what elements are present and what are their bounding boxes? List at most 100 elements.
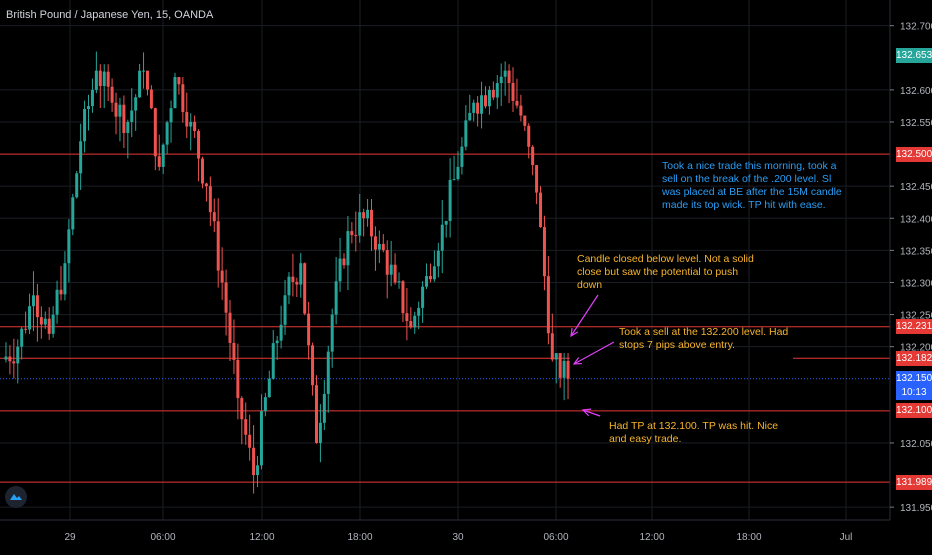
candle-body (507, 70, 511, 83)
candle-body (212, 212, 216, 222)
candle-body (362, 212, 366, 219)
candle-body (208, 186, 212, 213)
time-label: 12:00 (639, 532, 664, 543)
price-tick-label: 131.950 (900, 503, 932, 514)
candle-body (350, 231, 354, 236)
candle-body (102, 71, 106, 87)
candle-body (338, 258, 342, 282)
candle-body (472, 102, 476, 113)
candle-body (236, 359, 240, 399)
price-tag: 132.500 (896, 146, 932, 162)
candle-body (267, 378, 271, 398)
candle-body (381, 243, 385, 251)
price-tag: 132.100 (896, 403, 932, 419)
candle-body (240, 398, 244, 420)
logo-mountain-icon (10, 494, 22, 500)
candle-body (228, 312, 232, 343)
candle-body (491, 89, 495, 98)
candle-body (256, 465, 260, 476)
candle-body (259, 411, 263, 466)
candle-body (546, 276, 550, 334)
candle-body (173, 77, 177, 109)
candle-body (436, 250, 440, 267)
candle-body (409, 321, 413, 328)
time-label: 06:00 (543, 532, 568, 543)
candle-body (287, 276, 291, 296)
candle-body (562, 360, 566, 378)
time-label: Jul (840, 532, 853, 543)
time-label: 06:00 (150, 532, 175, 543)
candle-body (71, 197, 75, 230)
candle-body (421, 286, 425, 308)
candle-body (63, 263, 67, 295)
candle-body (307, 313, 311, 346)
candle-body (224, 282, 228, 313)
candle-body (165, 122, 169, 145)
countdown-tag: 10:13 (896, 385, 932, 401)
candle-body (554, 353, 558, 360)
candle-body (126, 121, 130, 133)
candle-body (456, 166, 460, 180)
candle-body (43, 318, 47, 325)
candle-body (366, 209, 370, 219)
candle-body (161, 144, 165, 167)
candle-body (138, 70, 142, 98)
candle-body (130, 110, 134, 122)
candle-body (177, 77, 181, 85)
candle-body (342, 258, 346, 266)
candle-body (51, 314, 55, 334)
candle-body (377, 243, 381, 250)
annotation-candle-close: Candle closed below level. Not a solid c… (577, 253, 754, 291)
candle-body (531, 146, 535, 166)
candle-body (149, 89, 153, 109)
candle-body (527, 125, 531, 147)
price-tick-label: 132.350 (900, 246, 932, 257)
price-tick-label: 132.050 (900, 439, 932, 450)
candle-body (8, 356, 12, 362)
candle-body (405, 313, 409, 322)
candle-body (83, 108, 87, 142)
candle-body (4, 356, 8, 360)
candle-body (28, 306, 32, 330)
candle-body (440, 224, 444, 251)
candle-body (87, 106, 91, 109)
time-label: 29 (64, 532, 76, 543)
price-tick-label: 132.400 (900, 214, 932, 225)
candle-body (487, 89, 491, 107)
candle-body (216, 221, 220, 271)
annotation-sell-entry: Took a sell at the 132.200 level. Had st… (619, 326, 789, 351)
candle-body (291, 276, 295, 282)
candle-body (142, 70, 146, 72)
candle-body (67, 229, 71, 264)
candle-body (417, 307, 421, 316)
candle-body (558, 353, 562, 378)
price-tick-label: 132.700 (900, 22, 932, 33)
candle-body (185, 112, 189, 127)
price-tick-label: 132.300 (900, 278, 932, 289)
candle-body (480, 95, 484, 114)
candle-body (200, 158, 204, 184)
price-tag: 132.231 (896, 319, 932, 335)
candle-body (389, 264, 393, 275)
candle-body (511, 82, 515, 101)
tradingview-logo[interactable] (5, 486, 27, 508)
candle-body (311, 345, 315, 386)
candle-body (197, 131, 201, 159)
candle-body (114, 102, 118, 117)
price-tick-label: 132.450 (900, 182, 932, 193)
price-tick-label: 132.250 (900, 311, 932, 322)
price-tag: 132.150 (896, 371, 932, 387)
candle-body (550, 333, 554, 360)
candle-body (145, 70, 149, 90)
candle-body (122, 104, 126, 133)
candle-body (279, 324, 283, 341)
candle-body (326, 351, 330, 394)
candle-body (464, 120, 468, 147)
candle-body (428, 276, 432, 280)
candle-body (346, 231, 350, 266)
price-tag: 132.653 (896, 48, 932, 64)
candle-body (31, 295, 35, 307)
annotation-trade-summary: Took a nice trade this morning, took a s… (662, 160, 842, 211)
